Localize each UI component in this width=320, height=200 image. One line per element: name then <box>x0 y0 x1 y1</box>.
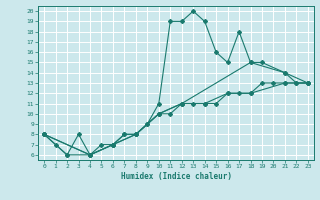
X-axis label: Humidex (Indice chaleur): Humidex (Indice chaleur) <box>121 172 231 181</box>
